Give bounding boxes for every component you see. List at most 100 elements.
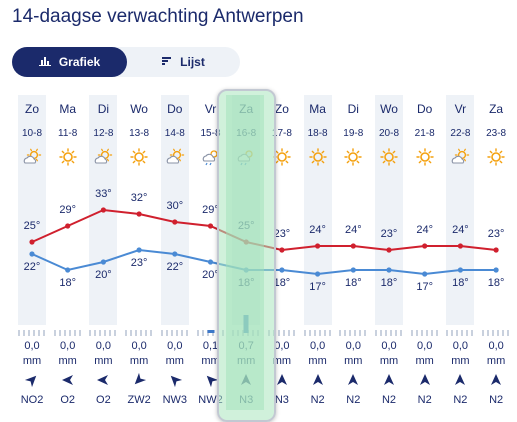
sun-icon	[379, 148, 399, 166]
wind-direction-icon	[60, 372, 76, 388]
rain-baseline	[446, 330, 475, 336]
day-date: 10-8	[21, 128, 43, 139]
rain-unit: mm	[129, 355, 149, 367]
rain-unit: mm	[22, 355, 42, 367]
min-temp-label: 18°	[344, 277, 362, 289]
rain-amount: 0,1	[202, 340, 219, 352]
wind-direction-icon	[345, 372, 361, 388]
day-column[interactable]	[53, 95, 82, 325]
day-name: Ma	[309, 102, 326, 116]
rain-unit: mm	[379, 355, 399, 367]
rain-unit: mm	[94, 355, 113, 367]
day-column[interactable]	[125, 95, 154, 325]
day-name: Di	[97, 102, 110, 116]
wind-direction-icon	[203, 372, 219, 388]
day-date: 17-8	[271, 128, 292, 139]
tab-lijst[interactable]: Lijst	[127, 47, 240, 77]
rain-unit: mm	[308, 355, 327, 367]
day-column[interactable]	[482, 95, 511, 325]
partly-cloudy-icon	[165, 148, 185, 166]
day-name: Do	[167, 102, 183, 116]
rain-baseline	[160, 330, 189, 336]
rain-baseline	[53, 330, 82, 336]
wind-label: N2	[453, 394, 468, 406]
day-date: 18-8	[307, 128, 328, 139]
min-temp-point	[65, 267, 71, 273]
rain-baseline	[267, 330, 296, 336]
day-date: 13-8	[129, 128, 150, 139]
min-temp-label: 17°	[416, 281, 434, 293]
min-temp-point	[136, 247, 142, 253]
day-name: Zo	[24, 102, 40, 116]
rain-baseline	[125, 330, 154, 336]
day-column[interactable]	[18, 95, 46, 325]
day-date: 15-8	[200, 128, 221, 139]
rain-unit: mm	[58, 355, 77, 367]
rain-baseline	[375, 330, 403, 336]
wind-label: N2	[346, 394, 361, 406]
min-temp-point	[207, 259, 214, 265]
min-temp-label: 22°	[166, 261, 184, 273]
min-temp-point	[100, 259, 106, 265]
partly-cloudy-icon	[22, 148, 42, 166]
min-temp-point	[386, 267, 392, 273]
rain-baseline	[339, 330, 368, 336]
day-column[interactable]	[410, 95, 439, 325]
day-date: 22-8	[450, 128, 471, 139]
max-temp-point	[422, 243, 428, 249]
day-column[interactable]	[375, 95, 403, 325]
wind-label: NW3	[162, 394, 188, 406]
day-column[interactable]	[339, 95, 368, 325]
min-temp-label: 18°	[273, 277, 291, 289]
rain-amount: 0,0	[381, 340, 397, 352]
max-temp-label: 32°	[130, 192, 148, 204]
max-temp-point	[386, 247, 392, 253]
day-column[interactable]	[160, 95, 189, 325]
day-column[interactable]	[446, 95, 475, 325]
min-temp-label: 18°	[380, 277, 398, 289]
rain-baseline	[303, 330, 332, 336]
day-name: Ma	[59, 102, 77, 116]
min-temp-label: 18°	[487, 277, 505, 289]
rain-amount: 0,0	[24, 340, 40, 352]
day-name: Vr	[204, 102, 217, 116]
day-date: 11-8	[58, 128, 78, 139]
max-temp-point	[136, 211, 142, 217]
rain-amount: 0,0	[417, 340, 433, 352]
max-temp-point	[457, 243, 463, 249]
sun-icon	[415, 148, 435, 166]
selected-day-highlight[interactable]	[217, 89, 276, 422]
day-column[interactable]	[303, 95, 332, 325]
wind-label: NO2	[20, 394, 44, 406]
wind-direction-icon	[274, 372, 290, 388]
min-temp-label: 22°	[23, 261, 41, 273]
wind-label: NW2	[198, 394, 223, 406]
day-date: 20-8	[378, 128, 400, 139]
wind-label: N2	[489, 394, 504, 406]
page-title: 14-daagse verwachting Antwerpen	[12, 6, 304, 27]
max-temp-label: 29°	[59, 204, 77, 216]
wind-direction-icon	[131, 372, 147, 388]
wind-direction-icon	[24, 372, 40, 388]
max-temp-point	[100, 207, 106, 213]
tab-grafiek-label: Grafiek	[58, 55, 101, 69]
rain-unit: mm	[486, 355, 506, 367]
min-temp-label: 18°	[452, 277, 469, 289]
rain-baseline	[482, 330, 511, 336]
sun-icon	[343, 148, 363, 166]
rain-amount: 0,0	[60, 340, 76, 352]
rain-baseline	[18, 330, 46, 336]
day-name: Vr	[454, 102, 467, 116]
tab-grafiek[interactable]: Grafiek	[12, 47, 127, 77]
min-temp-label: 20°	[95, 269, 112, 281]
rain-baseline	[410, 330, 439, 336]
max-temp-label: 30°	[166, 200, 184, 212]
max-temp-label: 25°	[23, 220, 41, 232]
min-temp-point	[457, 267, 463, 273]
sun-icon	[308, 148, 328, 166]
sun-icon	[486, 148, 506, 166]
rain-amount: 0,0	[274, 340, 290, 352]
day-name: Do	[417, 102, 433, 116]
rain-amount: 0,0	[452, 340, 469, 352]
